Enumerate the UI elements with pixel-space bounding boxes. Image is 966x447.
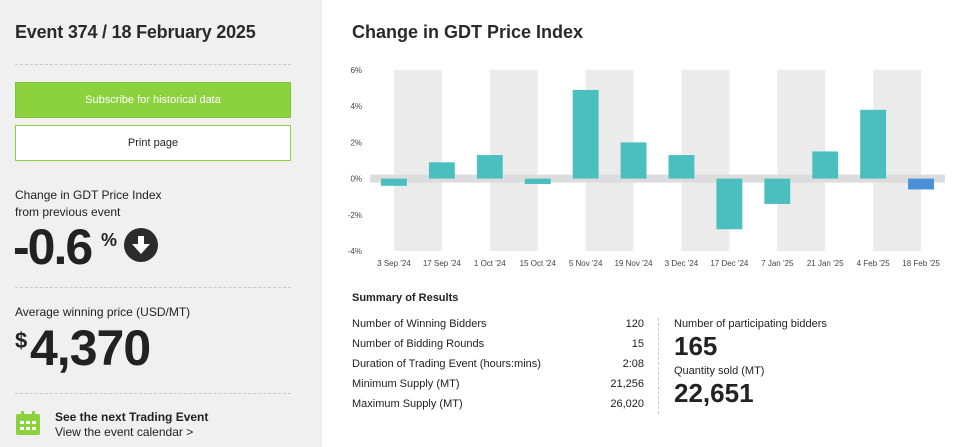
summary-divider bbox=[658, 318, 659, 414]
x-tick-label: 17 Sep '24 bbox=[423, 259, 462, 268]
summary-row-label: Duration of Trading Event (hours:mins) bbox=[352, 358, 541, 370]
avg-price-value: 4,370 bbox=[30, 320, 150, 376]
summary-row-value: 120 bbox=[626, 318, 644, 330]
change-unit: % bbox=[101, 230, 117, 251]
summary-row: Duration of Trading Event (hours:mins) 2… bbox=[352, 358, 644, 378]
x-tick-label: 21 Jan '25 bbox=[807, 259, 844, 268]
x-tick-label: 17 Dec '24 bbox=[710, 259, 749, 268]
avg-price-label: Average winning price (USD/MT) bbox=[15, 305, 190, 319]
y-tick-label: -2% bbox=[348, 211, 362, 220]
divider bbox=[15, 64, 291, 65]
summary-row-value: 26,020 bbox=[610, 398, 644, 410]
bar bbox=[812, 151, 838, 178]
y-tick-label: -4% bbox=[348, 247, 362, 256]
summary-row: Number of Winning Bidders 120 bbox=[352, 318, 644, 338]
sidebar: Event 374 / 18 February 2025 Subscribe f… bbox=[0, 0, 322, 447]
x-tick-label: 19 Nov '24 bbox=[615, 259, 654, 268]
gdt-price-index-chart: -4% -2% 0% 2% 4% 6% 3 Sep '24 17 Sep '24 1 Oct '… bbox=[340, 60, 954, 276]
bar bbox=[573, 90, 599, 179]
participating-bidders-label: Number of participating bidders bbox=[674, 318, 827, 330]
divider bbox=[15, 287, 291, 288]
summary-row-label: Minimum Supply (MT) bbox=[352, 378, 460, 390]
summary-row: Maximum Supply (MT) 26,020 bbox=[352, 398, 644, 418]
x-tick-label: 7 Jan '25 bbox=[761, 259, 794, 268]
subscribe-button[interactable]: Subscribe for historical data bbox=[15, 82, 291, 118]
bar bbox=[429, 162, 455, 178]
event-calendar-link[interactable]: View the event calendar > bbox=[55, 425, 193, 439]
x-tick-label: 4 Feb '25 bbox=[857, 259, 891, 268]
summary-row: Number of Bidding Rounds 15 bbox=[352, 338, 644, 358]
summary-row-label: Number of Bidding Rounds bbox=[352, 338, 484, 350]
quantity-sold-label: Quantity sold (MT) bbox=[674, 365, 764, 377]
participating-bidders-value: 165 bbox=[674, 331, 717, 362]
bar bbox=[908, 179, 934, 190]
summary-row-label: Maximum Supply (MT) bbox=[352, 398, 463, 410]
bar bbox=[477, 155, 503, 179]
next-event-title: See the next Trading Event bbox=[55, 410, 208, 424]
x-tick-label: 1 Oct '24 bbox=[474, 259, 506, 268]
y-tick-label: 4% bbox=[350, 102, 362, 111]
event-title: Event 374 / 18 February 2025 bbox=[15, 22, 256, 43]
change-label: Change in GDT Price Index from previous … bbox=[15, 187, 162, 221]
bar bbox=[525, 179, 551, 184]
bar bbox=[860, 110, 886, 179]
x-tick-label: 5 Nov '24 bbox=[569, 259, 603, 268]
y-tick-label: 0% bbox=[350, 175, 362, 184]
x-tick-label: 18 Feb '25 bbox=[902, 259, 940, 268]
change-label-line1: Change in GDT Price Index bbox=[15, 187, 162, 204]
summary-title: Summary of Results bbox=[352, 292, 458, 304]
chart-title: Change in GDT Price Index bbox=[352, 22, 583, 43]
divider bbox=[15, 393, 291, 394]
bar bbox=[669, 155, 695, 179]
print-button[interactable]: Print page bbox=[15, 125, 291, 161]
y-tick-label: 2% bbox=[350, 138, 362, 147]
x-tick-label: 15 Oct '24 bbox=[520, 259, 557, 268]
x-tick-label: 3 Dec '24 bbox=[665, 259, 699, 268]
column-band bbox=[394, 70, 442, 251]
summary-row-value: 2:08 bbox=[623, 358, 644, 370]
bar bbox=[381, 179, 407, 186]
change-value: -0.6 bbox=[13, 219, 91, 275]
summary-row: Minimum Supply (MT) 21,256 bbox=[352, 378, 644, 398]
bar bbox=[621, 142, 647, 178]
zero-band bbox=[370, 175, 945, 183]
x-tick-label: 3 Sep '24 bbox=[377, 259, 411, 268]
quantity-sold-value: 22,651 bbox=[674, 378, 754, 409]
avg-price-currency: $ bbox=[15, 328, 27, 354]
y-tick-label: 6% bbox=[350, 66, 362, 75]
bar bbox=[764, 179, 790, 204]
summary-row-value: 21,256 bbox=[610, 378, 644, 390]
bar bbox=[716, 179, 742, 230]
summary-row-value: 15 bbox=[632, 338, 644, 350]
summary-row-label: Number of Winning Bidders bbox=[352, 318, 487, 330]
calendar-icon bbox=[15, 410, 41, 436]
arrow-down-circle-icon bbox=[124, 228, 158, 262]
